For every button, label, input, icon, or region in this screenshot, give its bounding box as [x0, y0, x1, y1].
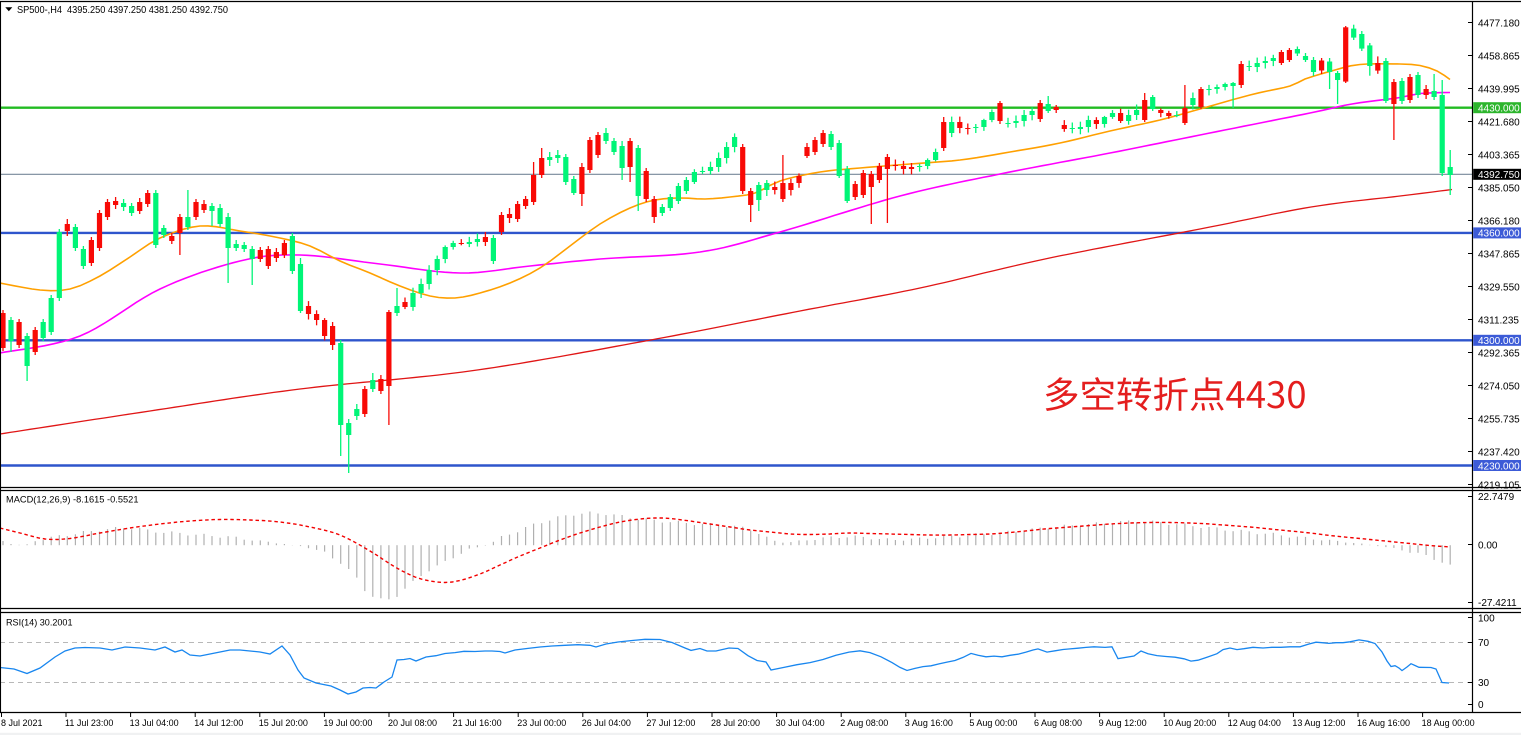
svg-text:4255.735: 4255.735 — [1478, 415, 1520, 426]
svg-text:13 Jul 04:00: 13 Jul 04:00 — [130, 718, 179, 728]
svg-text:4360.000: 4360.000 — [1478, 229, 1520, 240]
svg-text:15 Jul 20:00: 15 Jul 20:00 — [259, 718, 308, 728]
svg-text:4347.865: 4347.865 — [1478, 250, 1520, 261]
svg-text:8 Jul 2021: 8 Jul 2021 — [1, 718, 43, 728]
svg-text:4477.180: 4477.180 — [1478, 19, 1520, 30]
svg-text:4230.000: 4230.000 — [1478, 461, 1520, 472]
svg-text:9 Aug 12:00: 9 Aug 12:00 — [1099, 718, 1147, 728]
svg-text:4219.105: 4219.105 — [1478, 481, 1520, 492]
svg-text:SP500-,H4 4395.250 4397.250 4: SP500-,H4 4395.250 4397.250 4381.250 439… — [17, 4, 228, 16]
svg-text:RSI(14) 30.2001: RSI(14) 30.2001 — [6, 618, 73, 629]
svg-text:21 Jul 16:00: 21 Jul 16:00 — [453, 718, 502, 728]
svg-text:4274.050: 4274.050 — [1478, 382, 1520, 393]
svg-text:26 Jul 04:00: 26 Jul 04:00 — [582, 718, 631, 728]
svg-text:5 Aug 00:00: 5 Aug 00:00 — [969, 718, 1017, 728]
svg-text:4403.365: 4403.365 — [1478, 151, 1520, 162]
svg-text:4329.550: 4329.550 — [1478, 283, 1520, 294]
svg-text:27 Jul 12:00: 27 Jul 12:00 — [646, 718, 695, 728]
svg-text:4421.680: 4421.680 — [1478, 118, 1520, 129]
svg-text:28 Jul 20:00: 28 Jul 20:00 — [711, 718, 760, 728]
svg-text:18 Aug 00:00: 18 Aug 00:00 — [1422, 718, 1475, 728]
svg-text:10 Aug 20:00: 10 Aug 20:00 — [1163, 718, 1216, 728]
svg-text:MACD(12,26,9) -8.1615 -0.5521: MACD(12,26,9) -8.1615 -0.5521 — [6, 495, 139, 506]
svg-text:3 Aug 16:00: 3 Aug 16:00 — [905, 718, 953, 728]
svg-text:0: 0 — [1478, 700, 1484, 711]
svg-text:6 Aug 08:00: 6 Aug 08:00 — [1034, 718, 1082, 728]
svg-text:14 Jul 12:00: 14 Jul 12:00 — [194, 718, 243, 728]
svg-text:12 Aug 04:00: 12 Aug 04:00 — [1228, 718, 1281, 728]
svg-text:-27.4211: -27.4211 — [1478, 598, 1517, 609]
svg-text:4292.365: 4292.365 — [1478, 349, 1520, 360]
svg-text:16 Aug 16:00: 16 Aug 16:00 — [1357, 718, 1410, 728]
svg-text:4439.995: 4439.995 — [1478, 85, 1520, 96]
svg-text:100: 100 — [1478, 614, 1495, 625]
svg-text:4458.865: 4458.865 — [1478, 52, 1520, 63]
svg-text:19 Jul 00:00: 19 Jul 00:00 — [323, 718, 372, 728]
svg-text:30 Jul 04:00: 30 Jul 04:00 — [776, 718, 825, 728]
svg-text:70: 70 — [1478, 638, 1490, 649]
svg-text:4237.420: 4237.420 — [1478, 448, 1520, 459]
svg-text:13 Aug 12:00: 13 Aug 12:00 — [1292, 718, 1345, 728]
svg-text:4300.000: 4300.000 — [1478, 336, 1520, 347]
svg-text:4366.180: 4366.180 — [1478, 217, 1520, 228]
svg-text:11 Jul 23:00: 11 Jul 23:00 — [65, 718, 113, 728]
svg-text:4392.750: 4392.750 — [1478, 170, 1520, 181]
svg-text:20 Jul 08:00: 20 Jul 08:00 — [388, 718, 437, 728]
svg-text:2 Aug 08:00: 2 Aug 08:00 — [840, 718, 888, 728]
svg-text:4430.000: 4430.000 — [1478, 104, 1520, 115]
svg-text:22.7479: 22.7479 — [1478, 492, 1515, 503]
svg-text:4385.050: 4385.050 — [1478, 184, 1520, 195]
svg-text:23 Jul 00:00: 23 Jul 00:00 — [517, 718, 566, 728]
svg-text:4311.235: 4311.235 — [1478, 316, 1519, 327]
svg-text:0.00: 0.00 — [1478, 541, 1498, 552]
svg-text:30: 30 — [1478, 678, 1490, 689]
